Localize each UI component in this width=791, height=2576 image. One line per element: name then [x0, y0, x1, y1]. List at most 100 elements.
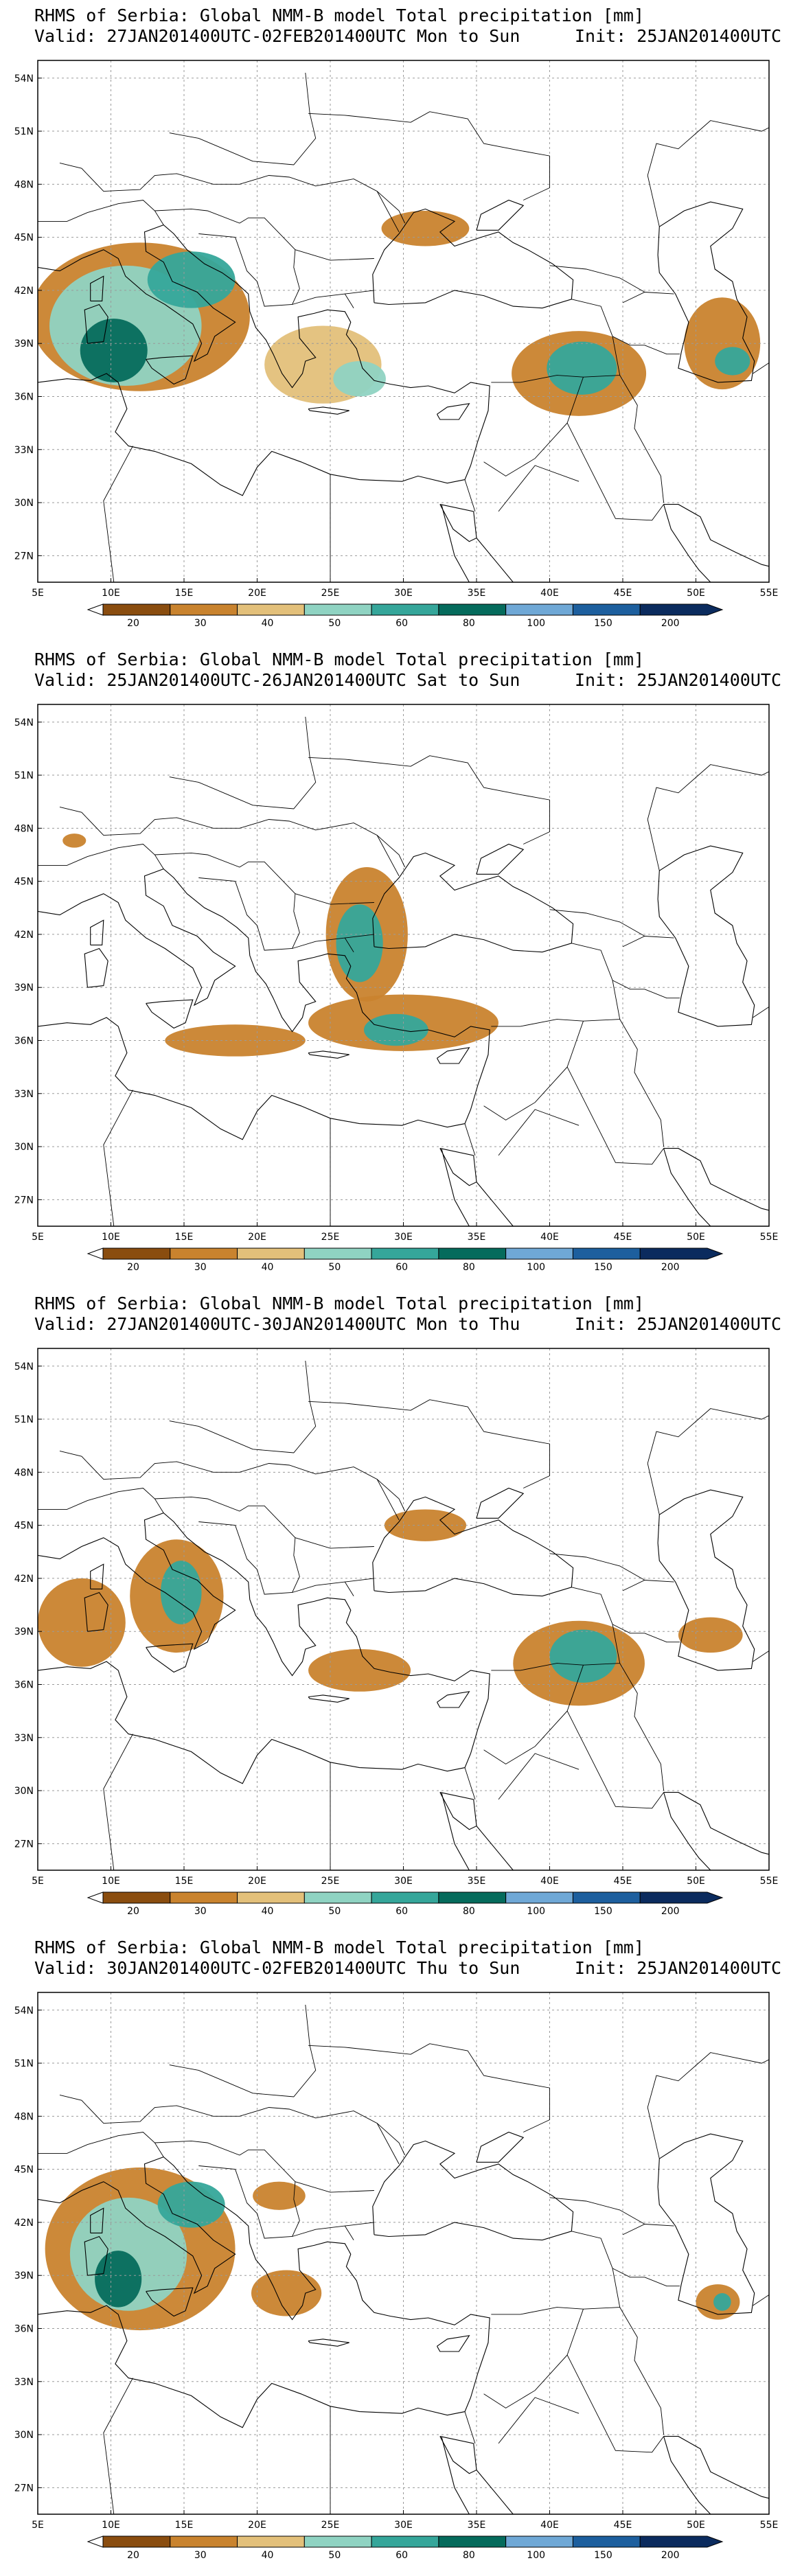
longitude-label: 20E [248, 588, 266, 599]
coastline [476, 2470, 514, 2514]
longitude-label: 10E [102, 1876, 120, 1887]
latitude-label: 30N [14, 498, 34, 509]
precipitation-map: 54N 51N 48N 45N 42N 39N 36N 33N 30N 27N 5E 10E 15E 20… [14, 1348, 778, 1917]
latitude-label: 36N [14, 1035, 34, 1046]
colorbar-segment [572, 603, 641, 616]
country-border [619, 375, 665, 503]
colorbar-under-triangle [87, 2535, 104, 2548]
country-border [622, 292, 674, 303]
latitude-label: 30N [14, 1786, 34, 1797]
country-border [59, 162, 400, 233]
colorbar-segment [438, 1247, 507, 1260]
coastline [84, 2235, 108, 2276]
map-panel-1: RHMS of Serbia: Global NMM-B model Total… [0, 0, 791, 644]
longitude-label: 20E [248, 1232, 266, 1243]
coastline [663, 2436, 711, 2514]
panel-valid-period: Valid: 27JAN201400UTC-30JAN201400UTC Mon… [34, 1314, 520, 1334]
colorbar-segment [170, 1247, 238, 1260]
country-border [169, 2004, 317, 2097]
coastline [308, 406, 349, 415]
latitude-label: 36N [14, 1679, 34, 1690]
coastline [38, 868, 490, 1140]
coastline [84, 947, 108, 988]
coastline [663, 1148, 711, 1226]
colorbar-label: 100 [527, 2550, 545, 2561]
coastline [663, 504, 711, 582]
country-border [491, 1587, 621, 1671]
longitude-label: 15E [175, 588, 194, 599]
longitude-label: 25E [321, 1876, 340, 1887]
latitude-label: 54N [14, 73, 34, 84]
longitude-label: 45E [614, 588, 632, 599]
colorbar-segment [572, 1247, 641, 1260]
precipitation-area [384, 1509, 467, 1541]
country-border [376, 1479, 406, 1512]
colorbar-segment [505, 1891, 573, 1904]
colorbar-label: 40 [262, 2550, 274, 2561]
latitude-label: 39N [14, 2270, 34, 2281]
latitude-label: 27N [14, 1195, 34, 1206]
country-border [154, 208, 300, 307]
colorbar-segment [505, 2535, 573, 2548]
precipitation-area [336, 904, 383, 982]
colorbar-label: 20 [127, 2550, 139, 2561]
colorbar-segment [303, 603, 372, 616]
country-border [59, 806, 400, 877]
coastline [146, 999, 194, 1029]
country-border [612, 980, 680, 999]
coastline [84, 303, 108, 344]
country-border [483, 1021, 584, 1120]
longitude-label: 50E [687, 1232, 705, 1243]
country-border [38, 1488, 164, 1513]
colorbar-segment [572, 2535, 641, 2548]
coastline [146, 2287, 194, 2317]
longitude-label: 50E [687, 1876, 705, 1887]
coastline [441, 504, 470, 582]
longitude-label: 15E [175, 1876, 194, 1887]
colorbar-segment [102, 1891, 171, 1904]
country-border [498, 2397, 580, 2444]
country-border [622, 1580, 674, 1591]
country-border [498, 1109, 580, 1156]
country-border [38, 2132, 164, 2157]
country-border [498, 465, 580, 512]
precipitation-area [308, 1648, 411, 1692]
coastline [38, 2156, 490, 2428]
colorbar-segment [237, 2535, 305, 2548]
longitude-label: 5E [32, 1876, 44, 1887]
precipitation-area [95, 2251, 142, 2308]
latitude-label: 51N [14, 770, 34, 781]
latitude-label: 45N [14, 877, 34, 888]
country-border [647, 819, 660, 871]
precipitation-area [715, 347, 750, 376]
country-border [344, 293, 354, 308]
coastline [90, 275, 104, 301]
colorbar-label: 80 [463, 1262, 475, 1273]
colorbar-label: 150 [594, 1906, 612, 1917]
longitude-label: 5E [32, 2520, 44, 2531]
country-border [549, 909, 645, 936]
colorbar-segment [170, 603, 238, 616]
longitude-label: 55E [760, 588, 779, 599]
panel-init-time: Init: 25JAN201400UTC [574, 1958, 781, 1978]
precipitation-area [253, 2181, 306, 2210]
colorbar-label: 60 [396, 618, 408, 629]
colorbar-label: 30 [194, 2550, 207, 2561]
country-border [619, 1663, 665, 1791]
coastline [663, 1792, 711, 1870]
precipitation-area [160, 1561, 202, 1624]
country-border [308, 2043, 550, 2132]
longitude-label: 10E [102, 1232, 120, 1243]
coastline [84, 1591, 108, 1632]
latitude-label: 54N [14, 1361, 34, 1372]
country-border [295, 1537, 374, 1549]
country-border [483, 2309, 584, 2408]
colorbar-under-triangle [87, 603, 104, 616]
panel-title: RHMS of Serbia: Global NMM-B model Total… [34, 5, 645, 25]
map-panel-2: RHMS of Serbia: Global NMM-B model Total… [0, 644, 791, 1288]
coastline [437, 1691, 470, 1708]
precipitation-area [333, 360, 386, 397]
country-border [103, 446, 133, 582]
colorbar-segment [371, 2535, 439, 2548]
country-border [619, 2307, 665, 2435]
